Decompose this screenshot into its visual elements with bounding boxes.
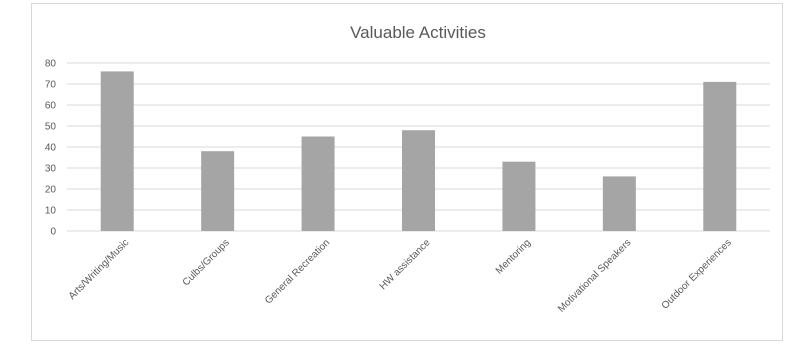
bar — [602, 176, 636, 231]
y-tick-label: 20 — [45, 185, 57, 196]
x-axis-labels: Arts/Writing/Music Culbs/Groups General Re… — [67, 237, 734, 315]
y-tick-label: 0 — [50, 227, 56, 238]
x-tick-label: Motivational Speakers — [556, 237, 633, 314]
x-tick-label: Outdoor Experiences — [660, 237, 734, 311]
bar — [502, 161, 536, 231]
y-tick-label: 40 — [45, 143, 57, 154]
x-tick-label: Arts/Writing/Music — [67, 237, 132, 302]
y-tick-label: 30 — [45, 164, 57, 175]
x-tick-label: General Recreation — [263, 237, 332, 306]
x-tick-label: Mentoring — [494, 237, 533, 276]
gridlines — [67, 62, 770, 232]
x-tick-label: HW assistance — [378, 237, 433, 292]
bar — [100, 71, 134, 232]
chart-title: Valuable Activities — [350, 23, 486, 42]
bar — [201, 151, 235, 231]
y-tick-label: 60 — [45, 101, 57, 112]
bar — [703, 81, 737, 232]
y-tick-label: 80 — [45, 59, 57, 70]
x-tick-label: Culbs/Groups — [181, 237, 232, 288]
y-axis-ticks: 0 10 20 30 40 50 60 70 80 — [45, 59, 57, 238]
bar — [402, 130, 435, 231]
y-tick-label: 70 — [45, 80, 57, 91]
y-tick-label: 10 — [45, 206, 57, 217]
bar — [301, 136, 335, 231]
bars — [100, 71, 737, 232]
y-tick-label: 50 — [45, 122, 57, 133]
